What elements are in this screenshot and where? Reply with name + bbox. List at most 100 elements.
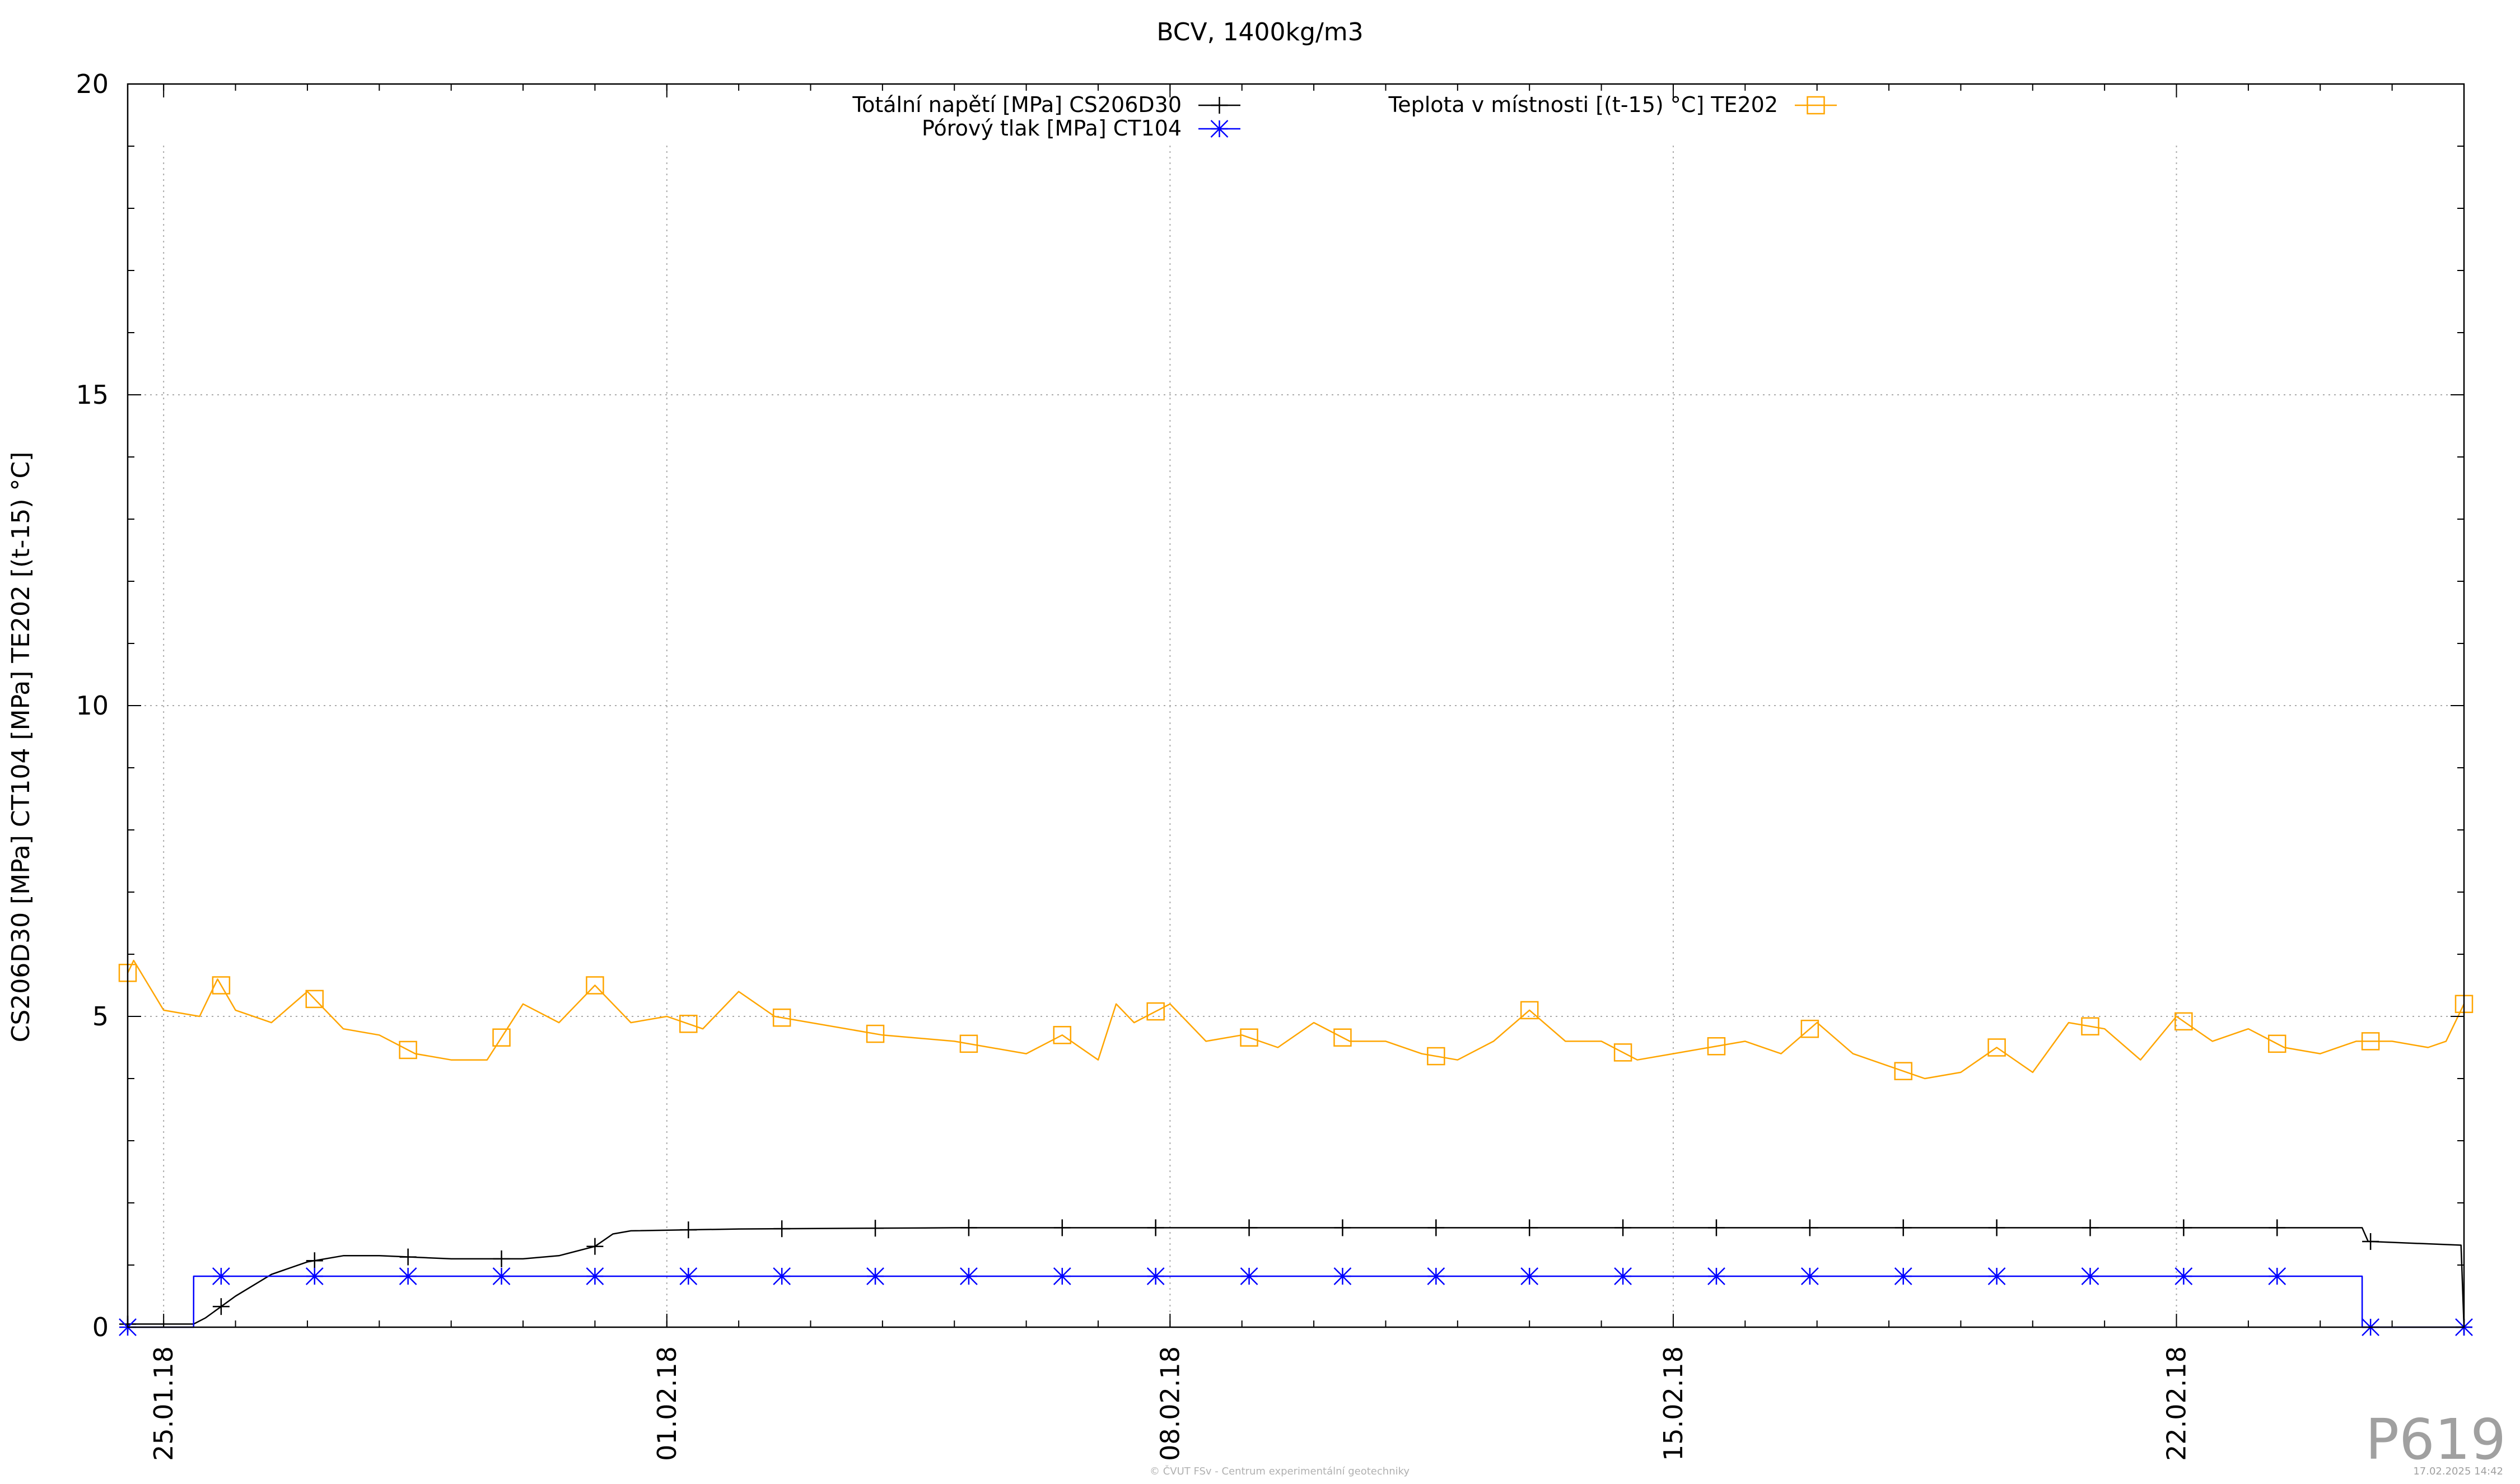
series-marker [1894,1267,1912,1285]
series-marker [1427,1047,1445,1066]
series-marker [1147,1219,1164,1236]
series-marker [2268,1267,2286,1285]
series-marker [1988,1219,2005,1236]
x-tick-label: 22.02.18 [2162,1346,2192,1461]
series-marker [1707,1037,1726,1056]
series-marker [1146,1267,1165,1285]
series-marker [1614,1219,1632,1236]
series-marker [305,1267,324,1285]
series-marker [493,1250,510,1267]
series-marker [2175,1219,2192,1236]
legend-marker [1807,96,1825,115]
series-marker [1707,1267,1725,1285]
series-marker [586,1238,604,1255]
y-tick-label: 10 [76,690,109,721]
series-marker [959,1034,978,1053]
series-marker [866,1267,884,1285]
series-marker [2174,1267,2193,1285]
legend-marker [1211,97,1228,114]
series-marker [212,1298,230,1315]
series-marker [2174,1012,2193,1031]
series-marker [679,1015,698,1033]
series-marker [492,1267,511,1285]
series-marker [1521,1219,1538,1236]
series-line [128,1275,2464,1328]
series-marker [1240,1028,1258,1047]
watermark-label: P619 [2365,1407,2506,1472]
series-marker [960,1219,977,1236]
grid [128,146,2464,1327]
series-marker [867,1220,884,1237]
series-layer [118,959,2474,1336]
footer-credit: © ČVUT FSv - Centrum experimentální geot… [1150,1465,1410,1477]
series-marker [1613,1043,1632,1062]
series-marker [2081,1267,2099,1285]
series-marker [1427,1219,1445,1236]
y-axis-label: CS206D30 [MPa] CT104 [MPa] TE202 [(t-15)… [7,452,35,1043]
x-tick-label: 25.01.18 [148,1346,179,1461]
footer-timestamp: 17.02.2025 14:42 [2413,1466,2503,1477]
x-tick-label: 01.02.18 [652,1346,682,1461]
legend-label: Teplota v místnosti [(t-15) °C] TE202 [1388,92,1778,117]
series-marker [2082,1219,2099,1236]
series-line [127,959,2465,1080]
series-marker [1800,1267,1819,1285]
series-marker [305,990,324,1009]
chart-title: BCV, 1400kg/m3 [1156,18,1363,46]
series-marker [1614,1267,1632,1285]
series-marker [1146,1002,1165,1021]
series-marker [399,1248,417,1266]
series-marker [1427,1267,1445,1285]
series-marker [1520,1267,1539,1285]
series-marker [1333,1028,1352,1047]
series-marker [1240,1219,1258,1236]
series-marker [1520,1001,1539,1020]
legend-label: Pórový tlak [MPa] CT104 [922,116,1182,141]
series-marker [399,1040,417,1060]
series-marker [866,1024,885,1043]
series-marker [772,1008,791,1027]
series-marker [679,1267,698,1285]
series-marker [1987,1038,2006,1057]
y-tick-label: 0 [92,1312,109,1342]
series-marker [773,1267,791,1285]
series-marker [1053,1267,1071,1285]
y-tick-label: 5 [92,1001,109,1032]
series-marker [1707,1219,1725,1236]
series-marker [2267,1034,2286,1053]
series-marker [1053,1219,1071,1236]
series-marker [1053,1026,1072,1044]
y-tick-label: 15 [76,380,109,410]
series-marker [1800,1019,1819,1038]
series-marker [680,1221,697,1239]
series-marker [1240,1267,1258,1285]
x-tick-label: 08.02.18 [1155,1346,1185,1461]
series-marker [1894,1062,1912,1080]
series-marker [960,1267,978,1285]
plot-frame [127,83,2465,1328]
series-marker [2361,1032,2380,1051]
series-marker [586,1267,604,1285]
series-marker [1333,1267,1352,1285]
series-marker [1987,1267,2006,1285]
series-marker [586,976,604,995]
legend-marker [1210,120,1229,138]
series-marker [2081,1017,2099,1036]
axes: 0 5 10 15 20 25.01.18 01.02.18 08.02.18 15.02.18… [76,69,2465,1461]
y-tick-label: 20 [76,69,109,99]
series-marker [1801,1219,1818,1236]
series-marker [1894,1219,1912,1236]
series-marker [306,1252,323,1270]
x-tick-label: 15.02.18 [1658,1346,1688,1461]
series-marker [773,1220,791,1238]
series-marker [492,1028,511,1047]
series-marker [212,976,231,995]
series-marker [212,1267,230,1285]
series-line [128,1227,2465,1328]
series-marker [399,1267,417,1285]
series-marker [2269,1219,2286,1236]
series-marker [2362,1233,2379,1250]
legend-label: Totální napětí [MPa] CS206D30 [852,92,1182,117]
